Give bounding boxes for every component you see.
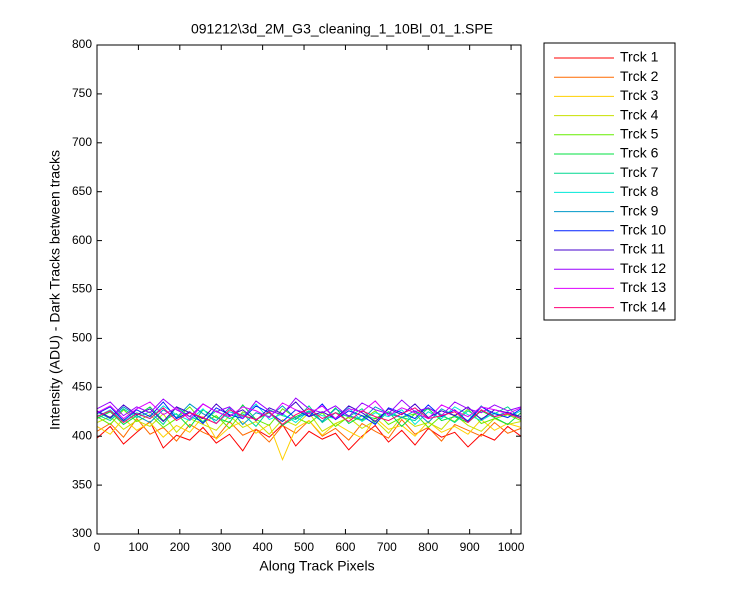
legend-label: Trck 12	[620, 260, 666, 276]
x-tick-label: 700	[377, 540, 397, 554]
series-line	[97, 407, 521, 426]
x-tick-label: 600	[335, 540, 355, 554]
legend-label: Trck 9	[620, 202, 659, 218]
legend-label: Trck 6	[620, 145, 659, 161]
chart-title: 091212\3d_2M_G3_cleaning_1_10Bl_01_1.SPE	[191, 21, 493, 37]
legend-box	[543, 42, 676, 321]
x-axis-label: Along Track Pixels	[259, 558, 374, 574]
legend-label: Trck 14	[620, 298, 666, 314]
series-line	[97, 401, 521, 423]
y-tick-label: 500	[72, 331, 92, 345]
legend-label: Trck 11	[620, 241, 665, 257]
x-tick-label: 800	[418, 540, 438, 554]
plot-area	[97, 45, 521, 534]
y-axis-label: Intensity (ADU) - Dark Tracks between tr…	[47, 150, 63, 430]
x-tick-label: 1000	[498, 540, 525, 554]
y-tick-label: 600	[72, 233, 92, 247]
x-tick-label: 100	[128, 540, 148, 554]
y-tick-label: 750	[72, 86, 92, 100]
legend-label: Trck 3	[620, 87, 659, 103]
legend-label: Trck 10	[620, 222, 666, 238]
legend-label: Trck 13	[620, 279, 666, 295]
series-group	[97, 397, 521, 462]
y-tick-label: 650	[72, 184, 92, 198]
legend-label: Trck 4	[620, 106, 659, 122]
series-line	[97, 420, 521, 452]
x-tick-label: 900	[460, 540, 480, 554]
legend-label: Trck 5	[620, 126, 659, 142]
series-line	[97, 403, 521, 426]
y-tick-label: 350	[72, 477, 92, 491]
x-tick-label: 300	[211, 540, 231, 554]
series-line	[97, 405, 521, 428]
y-tick-label: 800	[72, 37, 92, 51]
legend-label: Trck 2	[620, 68, 659, 84]
y-tick-label: 400	[72, 428, 92, 442]
x-tick-label: 500	[294, 540, 314, 554]
y-tick-label: 450	[72, 379, 92, 393]
x-tick-label: 0	[94, 540, 101, 554]
x-tick-label: 200	[170, 540, 190, 554]
legend-label: Trck 8	[620, 183, 659, 199]
y-tick-label: 300	[72, 526, 92, 540]
x-tick-label: 400	[253, 540, 273, 554]
series-line	[97, 415, 521, 462]
y-tick-label: 700	[72, 135, 92, 149]
legend-label: Trck 7	[620, 164, 659, 180]
y-tick-label: 550	[72, 282, 92, 296]
legend-label: Trck 1	[620, 49, 659, 65]
